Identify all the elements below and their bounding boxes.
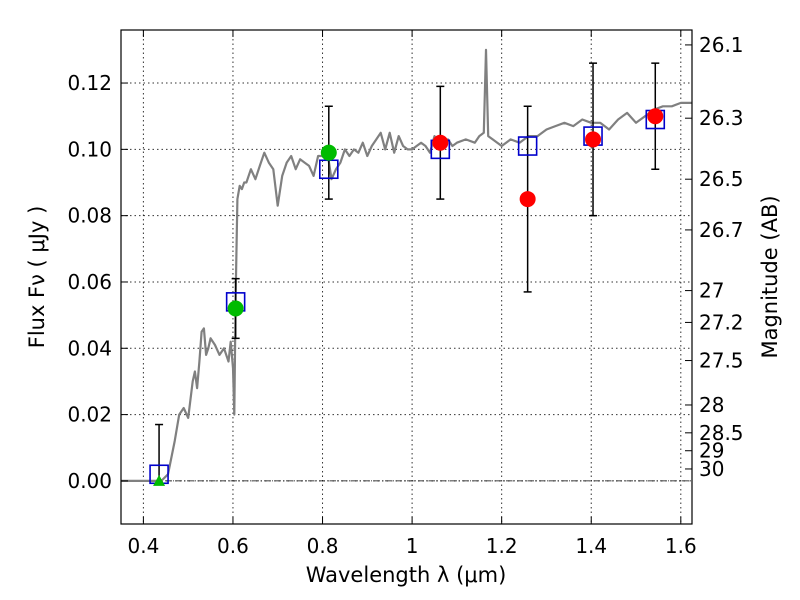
y-tick-label: 0.04 (67, 336, 112, 360)
upper-limit-marker (153, 474, 166, 486)
y-tick-label: 0.08 (67, 204, 112, 228)
hst-optical-photometry-marker (227, 300, 244, 317)
x-tick-label: 0.8 (307, 534, 339, 558)
x-tick-label: 1 (406, 534, 419, 558)
x-tick-label: 0.6 (217, 534, 249, 558)
hst-optical-photometry-marker (320, 144, 337, 161)
model-sed-line (121, 48, 692, 482)
magnitude-tick-label: 30 (699, 457, 724, 481)
y2-axis-title: Magnitude (AB) (758, 195, 782, 358)
x-tick-label: 0.4 (127, 534, 159, 558)
y-tick-label: 0.10 (67, 137, 112, 161)
x-tick-label: 1.4 (575, 534, 607, 558)
y-tick-label: 0.06 (67, 270, 112, 294)
magnitude-tick-label: 29 (699, 439, 724, 463)
plot-frame (120, 29, 693, 525)
hst-nir-photometry-marker (585, 131, 602, 148)
hst-nir-photometry-marker (647, 108, 664, 125)
magnitude-tick-label: 27.2 (699, 310, 744, 334)
magnitude-tick-label: 26.3 (699, 106, 744, 130)
magnitude-tick-label: 27.5 (699, 349, 744, 373)
magnitude-tick-label: 28.5 (699, 421, 744, 445)
sed-curve (121, 48, 692, 482)
x-axis-title: Wavelength λ (μm) (306, 563, 507, 587)
magnitude-tick-label: 28 (699, 393, 724, 417)
y-axis-title: Flux Fν ( μJy ) (25, 206, 49, 349)
y-tick-label: 0.12 (67, 71, 112, 95)
x-tick-label: 1.2 (486, 534, 518, 558)
magnitude-tick-label: 27 (699, 279, 724, 303)
magnitude-tick-label: 26.1 (699, 33, 744, 57)
magnitude-tick-label: 26.7 (699, 218, 744, 242)
y-tick-label: 0.02 (67, 403, 112, 427)
model-photometry-marker (517, 136, 538, 156)
hst-nir-photometry-marker (432, 134, 449, 151)
x-tick-label: 1.6 (665, 534, 697, 558)
data-markers (149, 108, 666, 486)
hst-nir-photometry-marker (519, 191, 536, 208)
axis-ticks (121, 30, 692, 524)
y-tick-label: 0.00 (67, 469, 112, 493)
tick-labels: 0.4 0.6 0.8 1 1.2 1.4 1.6 0.00 0.02 0.04 0.06 0.08 0… (67, 33, 743, 558)
magnitude-tick-label: 26.5 (699, 167, 744, 191)
